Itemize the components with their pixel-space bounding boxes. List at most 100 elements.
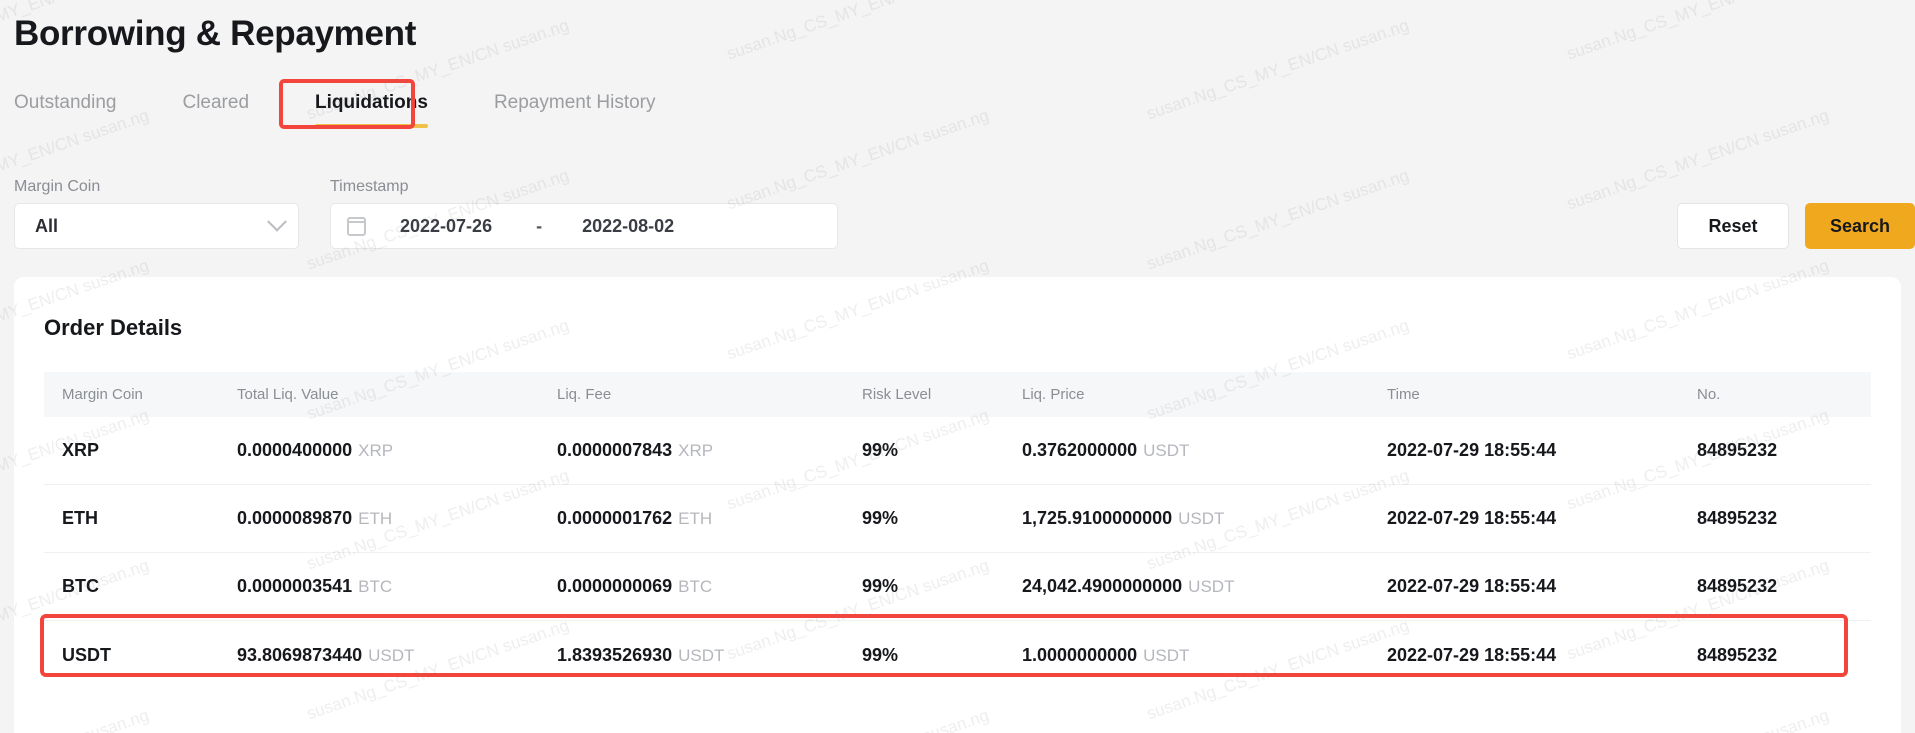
table-row[interactable]: XRP 0.0000400000 XRP 0.0000007843 XRP 99% 0.37… <box>44 417 1871 485</box>
cell-time: 2022-07-29 18:55:44 <box>1369 508 1679 529</box>
cell-liq-price-value: 0.3762000000 <box>1022 440 1138 460</box>
cell-liq-price: 1,725.9100000000 USDT <box>1004 508 1369 529</box>
chevron-down-icon <box>267 211 287 232</box>
watermark-text: susan.Ng_CS_MY_EN/CN susan.ng <box>724 0 992 64</box>
cell-time: 2022-07-29 18:55:44 <box>1369 440 1679 461</box>
cell-time: 2022-07-29 18:55:44 <box>1369 576 1679 597</box>
margin-coin-select[interactable]: All <box>14 203 299 249</box>
cell-liq-fee: 0.0000001762 ETH <box>539 508 844 529</box>
cell-liq-price-unit: USDT <box>1178 509 1225 528</box>
calendar-icon <box>347 216 366 236</box>
margin-coin-label: Margin Coin <box>14 178 101 195</box>
cell-liq-fee-value: 0.0000000069 <box>557 576 673 596</box>
cell-risk-level: 99% <box>844 576 1004 597</box>
cell-total-liq-value: 0.0000089870 ETH <box>219 508 539 529</box>
cell-no-value: 84895232 <box>1697 576 1778 596</box>
cell-margin-coin: ETH <box>44 508 219 529</box>
cell-liq-price-unit: USDT <box>1188 577 1235 596</box>
cell-total-liq-value-value: 0.0000400000 <box>237 440 353 460</box>
timestamp-label: Timestamp <box>330 178 409 195</box>
cell-liq-price-unit: USDT <box>1143 441 1190 460</box>
cell-risk-level: 99% <box>844 645 1004 666</box>
reset-button[interactable]: Reset <box>1677 203 1789 249</box>
cell-liq-fee: 0.0000007843 XRP <box>539 440 844 461</box>
cell-liq-price-value: 1,725.9100000000 <box>1022 508 1173 528</box>
cell-margin-coin-value: USDT <box>62 644 111 665</box>
cell-liq-fee-value: 0.0000001762 <box>557 508 673 528</box>
cell-time-value: 2022-07-29 18:55:44 <box>1387 644 1557 665</box>
watermark-text: susan.Ng_CS_MY_EN/CN susan.ng <box>1564 0 1832 64</box>
cell-risk-level-value: 99% <box>862 440 899 460</box>
column-header-margin-coin: Margin Coin <box>62 386 143 403</box>
cell-margin-coin-value: XRP <box>62 440 100 460</box>
cell-liq-fee-value: 0.0000007843 <box>557 440 673 460</box>
table-row[interactable]: BTC 0.0000003541 BTC 0.0000000069 BTC 99% 24,0… <box>44 553 1871 621</box>
cell-margin-coin: BTC <box>44 576 219 597</box>
start-date-value[interactable]: 2022-07-26 <box>400 215 493 236</box>
cell-total-liq-value-value: 0.0000089870 <box>237 508 353 528</box>
table-row[interactable]: ETH 0.0000089870 ETH 0.0000001762 ETH 99% 1,72… <box>44 485 1871 553</box>
cell-time-value: 2022-07-29 18:55:44 <box>1387 440 1557 460</box>
margin-coin-value: All <box>35 215 59 236</box>
cell-total-liq-value-value: 93.8069873440 <box>237 644 363 665</box>
cell-time-value: 2022-07-29 18:55:44 <box>1387 576 1557 596</box>
end-date-value[interactable]: 2022-08-02 <box>582 215 675 236</box>
filter-bar: Margin Coin All Timestamp 2022-07-26 - 2… <box>0 165 1915 275</box>
column-header-time: Time <box>1387 386 1420 403</box>
tab-repayment-history[interactable]: Repayment History <box>493 92 656 113</box>
column-header-liq-price: Liq. Price <box>1022 386 1085 403</box>
page-title: Borrowing & Repayment <box>14 14 417 53</box>
cell-total-liq-value: 0.0000003541 BTC <box>219 576 539 597</box>
cell-risk-level-value: 99% <box>862 644 899 665</box>
column-header-total-liq-value: Total Liq. Value <box>237 386 339 403</box>
cell-total-liq-value-unit: ETH <box>358 509 393 528</box>
cell-liq-price-value: 1.0000000000 <box>1022 644 1138 665</box>
order-details-card: Order Details Margin Coin Total Liq. Val… <box>14 277 1901 733</box>
cell-liq-fee: 1.8393526930 USDT <box>539 645 844 666</box>
cell-total-liq-value-unit: USDT <box>368 645 415 665</box>
cell-liq-price: 0.3762000000 USDT <box>1004 440 1369 461</box>
tab-outstanding[interactable]: Outstanding <box>14 92 117 113</box>
cell-liq-price: 1.0000000000 USDT <box>1004 645 1369 666</box>
column-header-no: No. <box>1697 386 1721 403</box>
cell-total-liq-value-value: 0.0000003541 <box>237 576 353 596</box>
cell-no: 84895232 <box>1679 440 1869 461</box>
cell-time: 2022-07-29 18:55:44 <box>1369 645 1679 666</box>
cell-total-liq-value: 0.0000400000 XRP <box>219 440 539 461</box>
cell-no: 84895232 <box>1679 508 1869 529</box>
cell-liq-fee-unit: ETH <box>678 509 713 528</box>
cell-risk-level-value: 99% <box>862 576 899 596</box>
cell-margin-coin-value: BTC <box>62 576 99 596</box>
cell-margin-coin-value: ETH <box>62 508 98 528</box>
tab-liquidations[interactable]: Liquidations <box>315 92 428 128</box>
table-row[interactable]: USDT 93.8069873440 USDT 1.8393526930 USDT 99%… <box>44 621 1871 689</box>
tab-bar: Outstanding Cleared Liquidations Repayme… <box>14 92 656 128</box>
cell-margin-coin: XRP <box>44 440 219 461</box>
table-header-row: Margin Coin Total Liq. Value Liq. Fee Ri… <box>44 372 1871 417</box>
card-title: Order Details <box>44 315 183 340</box>
cell-risk-level: 99% <box>844 440 1004 461</box>
column-header-liq-fee: Liq. Fee <box>557 386 612 403</box>
liquidations-table: Margin Coin Total Liq. Value Liq. Fee Ri… <box>44 372 1871 689</box>
tab-cleared[interactable]: Cleared <box>182 92 250 113</box>
cell-liq-price: 24,042.4900000000 USDT <box>1004 576 1369 597</box>
cell-liq-fee-unit: USDT <box>678 645 725 665</box>
cell-total-liq-value-unit: XRP <box>358 441 394 460</box>
timestamp-range-picker[interactable]: 2022-07-26 - 2022-08-02 <box>330 203 838 249</box>
cell-time-value: 2022-07-29 18:55:44 <box>1387 508 1557 528</box>
cell-liq-fee-value: 1.8393526930 <box>557 644 673 665</box>
cell-no-value: 84895232 <box>1697 508 1778 528</box>
cell-liq-price-unit: USDT <box>1143 645 1190 665</box>
cell-liq-fee: 0.0000000069 BTC <box>539 576 844 597</box>
cell-liq-price-value: 24,042.4900000000 <box>1022 576 1183 596</box>
cell-no: 84895232 <box>1679 645 1869 666</box>
cell-liq-fee-unit: BTC <box>678 577 713 596</box>
cell-risk-level-value: 99% <box>862 508 899 528</box>
cell-margin-coin: USDT <box>44 645 219 666</box>
watermark-text: susan.Ng_CS_MY_EN/CN susan.ng <box>1144 15 1412 124</box>
cell-total-liq-value: 93.8069873440 USDT <box>219 645 539 666</box>
search-button[interactable]: Search <box>1805 203 1915 249</box>
cell-no-value: 84895232 <box>1697 644 1778 665</box>
cell-total-liq-value-unit: BTC <box>358 577 393 596</box>
